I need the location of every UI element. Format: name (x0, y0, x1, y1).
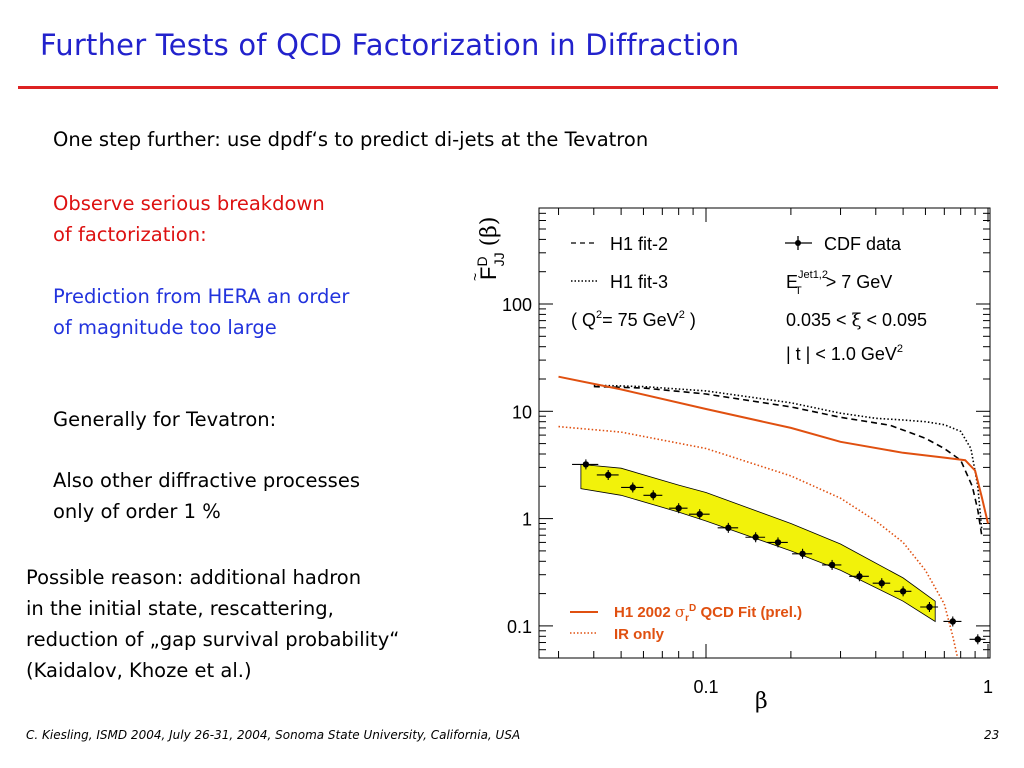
plot-frame (538, 207, 991, 659)
x-tick-label: 0.1 (693, 677, 718, 697)
series-line-2 (558, 375, 989, 524)
x-axis-label: β (755, 689, 768, 714)
cdf-data-point (878, 580, 885, 587)
cdf-data-point (696, 510, 703, 518)
reason-text: Possible reason: additional hadron in th… (26, 562, 399, 686)
intro-text: One step further: use dpdf‘s to predict … (53, 128, 649, 151)
y-axis-label-beta: (β) (477, 217, 502, 247)
cdf-data-point (675, 505, 682, 512)
legend-q2-label: ( Q2= 75 GeV2 ) (571, 309, 696, 330)
cdf-data-point (949, 618, 956, 625)
series-line-0 (593, 385, 983, 536)
y-tick-label: 100 (502, 295, 532, 315)
observe-line-1: Observe serious breakdown (53, 192, 325, 215)
series-line-1 (593, 384, 983, 530)
prediction-text: Prediction from HERA an order of magnitu… (53, 281, 349, 343)
also-line-1: Also other diffractive processes (53, 469, 361, 492)
series-line-3 (558, 425, 959, 659)
observe-text: Observe serious breakdown of factorizati… (53, 188, 325, 250)
legend-h1fit-label: H1 2002 σrD QCD Fit (prel.) (614, 603, 802, 624)
reason-line-1: Possible reason: additional hadron (26, 566, 362, 589)
y-axis-tilde: ~ (467, 273, 483, 281)
reason-line-2: in the initial state, rescattering, (26, 597, 334, 620)
cdf-data-point (752, 534, 759, 541)
page-number: 23 (984, 728, 1000, 742)
cdf-data-point (774, 539, 782, 546)
cdf-data-point (799, 550, 806, 557)
svg-text:FDJJ(β): FDJJ (β) (474, 217, 507, 280)
reason-line-4: (Kaidalov, Khoze et al.) (26, 659, 252, 682)
cdf-data-layer (572, 459, 986, 645)
legend-fit2-label: H1 fit-2 (610, 234, 668, 254)
cdf-data-point (828, 561, 836, 569)
uncertainty-band (580, 463, 936, 623)
reason-line-3: reduction of „gap survival probability“ (26, 628, 400, 651)
cdf-data-point (725, 524, 732, 532)
legend-fit3-label: H1 fit-3 (610, 272, 668, 292)
footer-text: C. Kiesling, ISMD 2004, July 26-31, 2004… (26, 728, 521, 742)
y-axis-label-sub: JJ (491, 252, 507, 266)
y-tick-label: 0.1 (507, 617, 532, 637)
y-tick-label: 1 (522, 510, 532, 530)
cdf-data-point (629, 484, 636, 491)
cdf-data-point (974, 636, 981, 643)
cdf-data-point (856, 573, 863, 580)
title-rule (18, 86, 998, 89)
legend-t-label: | t | < 1.0 GeV2 (786, 343, 903, 364)
y-axis-label-sup: D (474, 256, 490, 266)
x-tick-label: 1 (983, 677, 993, 697)
legend-bottom: H1 2002 σrD QCD Fit (prel.) IR only (570, 603, 802, 643)
y-axis-label-F: F (476, 267, 501, 280)
legend-et-label: EJet1,2 T > 7 GeV (786, 269, 892, 297)
series-layer (558, 375, 989, 659)
legend-cdf-label: CDF data (824, 234, 902, 254)
observe-line-2: of factorization: (53, 223, 207, 246)
cdf-data-point (926, 603, 933, 611)
legend-ironly-label: IR only (614, 626, 665, 643)
also-line-2: only of order 1 % (53, 500, 221, 523)
also-text: Also other diffractive processes only of… (53, 465, 360, 527)
prediction-line-1: Prediction from HERA an order (53, 285, 350, 308)
y-axis-label: FDJJ (β) ~ (467, 217, 507, 281)
cdf-data-point (605, 471, 612, 479)
legend-xi-label: 0.035 < ξ < 0.095 (786, 310, 927, 331)
slide-title: Further Tests of QCD Factorization in Di… (40, 28, 740, 62)
y-tick-label: 10 (512, 402, 532, 422)
cdf-data-point (582, 461, 590, 468)
legend-cdf-marker (795, 240, 801, 246)
cdf-data-point (650, 492, 657, 499)
cdf-data-point (899, 588, 907, 595)
legend-top: H1 fit-2 H1 fit-3 ( Q2= 75 GeV2 ) CDF da… (571, 234, 927, 364)
prediction-line-2: of magnitude too large (53, 316, 277, 339)
axis-ticks: 100 10 1 0.1 0.1 1 (502, 208, 993, 697)
generally-text: Generally for Tevatron: (53, 408, 277, 431)
band-layer (580, 463, 936, 623)
